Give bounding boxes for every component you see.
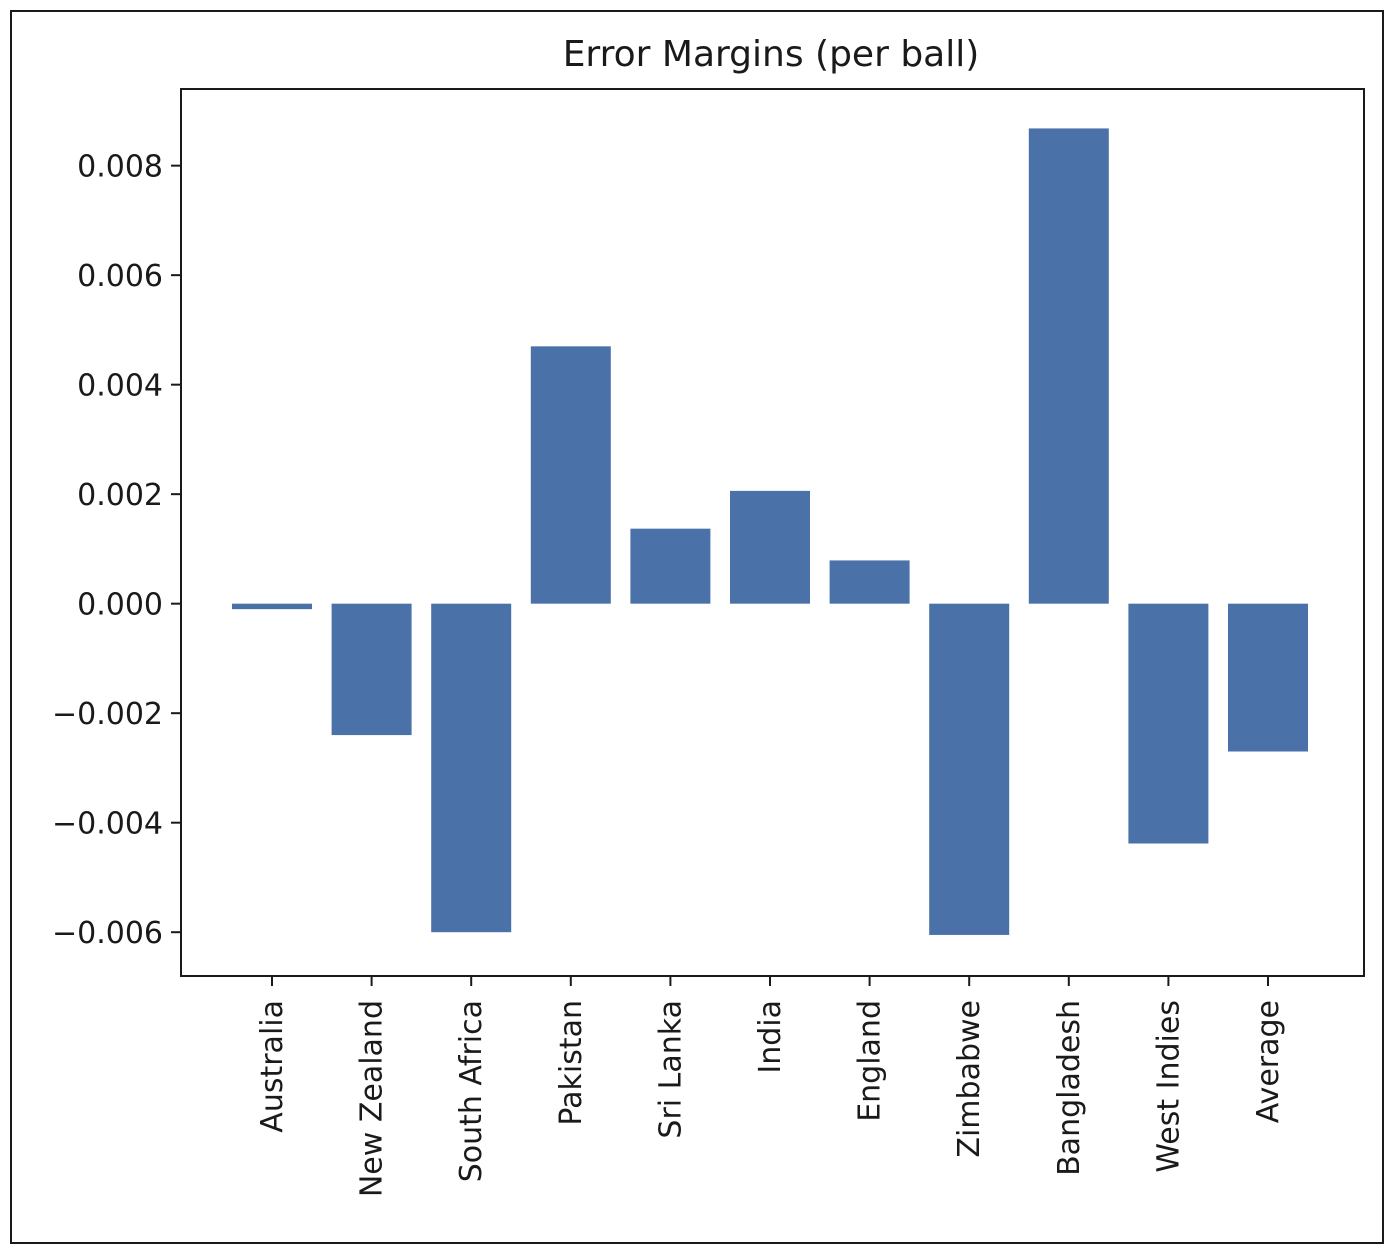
x-tick-label: Sri Lanka (653, 1000, 688, 1139)
y-tick-label: −0.004 (52, 807, 163, 842)
bar-bangladesh (1028, 128, 1109, 604)
bar-west-indies (1128, 603, 1209, 844)
bars-group (232, 128, 1308, 935)
bar-south-africa (431, 603, 512, 933)
x-tick-label: England (853, 1000, 888, 1122)
x-tick-label: India (753, 1000, 788, 1074)
bar-australia (232, 603, 312, 610)
bar-new-zealand (331, 603, 412, 736)
plot-area (180, 88, 1365, 977)
bar-zimbabwe (929, 603, 1010, 935)
bar-pakistan (530, 346, 611, 604)
y-axis: −0.006 −0.004 −0.002 0.000 0.002 0.004 0.006 0.… (52, 150, 181, 951)
y-tick-label: 0.000 (77, 588, 163, 623)
y-tick-label: 0.008 (77, 150, 163, 185)
bar-average (1228, 603, 1308, 752)
y-tick-label: −0.002 (52, 697, 163, 732)
x-tick-label: Australia (255, 1000, 290, 1133)
x-tick-label: West Indies (1151, 1000, 1186, 1173)
bar-sri-lanka (630, 528, 711, 604)
x-tick-label: South Africa (454, 1000, 489, 1182)
y-tick-label: 0.006 (77, 259, 163, 294)
x-tick-label: Zimbabwe (952, 1000, 987, 1158)
y-tick-label: 0.002 (77, 478, 163, 513)
y-tick-label: 0.004 (77, 369, 163, 404)
bar-india (730, 490, 810, 604)
x-tick-label: Pakistan (554, 1000, 589, 1126)
y-tick-label: −0.006 (52, 916, 163, 951)
x-tick-label: New Zealand (355, 1000, 390, 1197)
x-axis: Australia New Zealand South Africa Pakistan… (255, 976, 1286, 1197)
x-tick-label: Bangladesh (1052, 1000, 1087, 1176)
chart-title: Error Margins (per ball) (563, 34, 980, 75)
x-tick-label: Average (1251, 1000, 1286, 1123)
bar-england (829, 560, 910, 604)
